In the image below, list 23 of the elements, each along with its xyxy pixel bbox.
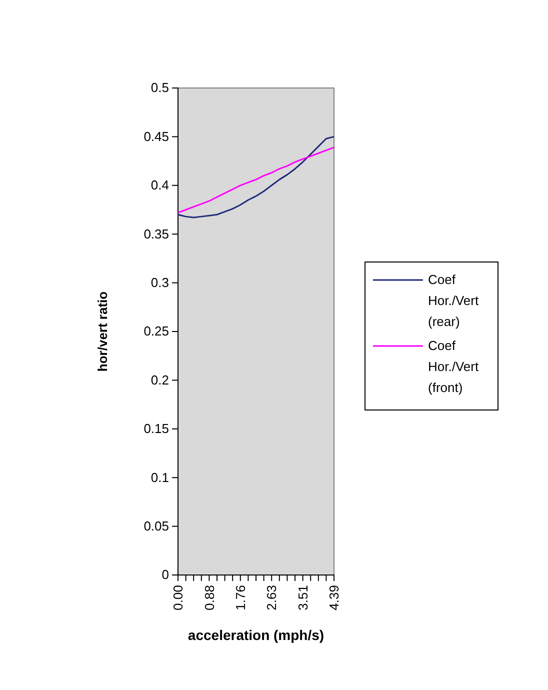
y-tick-label: 0.1	[150, 470, 169, 485]
legend-label: Coef Hor./Vert (front)	[428, 338, 479, 395]
y-tick-label: 0.4	[150, 178, 169, 193]
x-tick-label: 4.39	[326, 585, 342, 610]
y-tick-label: 0.05	[144, 518, 169, 534]
y-tick-label: 0.25	[144, 324, 169, 339]
x-tick-label: 0.88	[202, 585, 217, 610]
y-tick-label: 0.45	[144, 128, 169, 144]
y-tick-label: 0	[162, 567, 169, 582]
x-tick-label: 3.51	[295, 585, 310, 610]
y-axis-title: hor/vert ratio	[95, 291, 110, 372]
x-axis-title: acceleration (mph/s)	[188, 627, 324, 643]
y-tick-label: 0.3	[150, 274, 169, 290]
y-tick-label: 0.5	[150, 80, 169, 96]
legend-label: Coef Hor./Vert (rear)	[428, 272, 479, 329]
y-tick-label: 0.2	[150, 372, 169, 388]
x-tick-label: 0.00	[170, 585, 186, 610]
y-tick-label: 0.15	[144, 421, 169, 436]
line-series	[177, 136, 335, 218]
y-tick-label: 0.35	[144, 226, 169, 242]
x-tick-label: 1.76	[232, 585, 248, 610]
x-tick-label: 2.63	[264, 585, 280, 610]
line-series	[177, 146, 335, 214]
